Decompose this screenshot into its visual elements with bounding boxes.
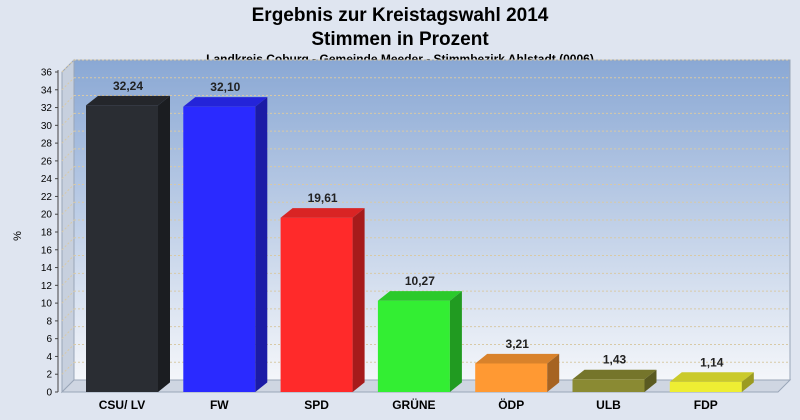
grid-line-side — [61, 290, 75, 304]
y-tick-label: 0 — [46, 388, 52, 399]
bar-6 — [669, 372, 754, 392]
value-label: 32,10 — [210, 80, 240, 94]
grid-line-side — [61, 59, 75, 73]
value-label: 3,21 — [506, 337, 530, 351]
y-tick-label: 26 — [41, 156, 53, 167]
grid-line-side — [61, 95, 75, 108]
bar-front — [475, 363, 548, 392]
grid-line-side — [61, 326, 75, 340]
y-tick-label: 28 — [41, 139, 53, 150]
y-tick-label: 22 — [41, 192, 53, 203]
grid-line-side — [61, 237, 75, 251]
bar-side — [352, 208, 365, 392]
chart-title-line1: Ergebnis zur Kreistagswahl 2014 — [251, 5, 549, 26]
y-tick-label: 2 — [46, 370, 52, 381]
bar-top — [475, 353, 560, 364]
bar-front — [669, 381, 742, 392]
value-label: 19,61 — [308, 191, 338, 205]
bar-side — [644, 369, 657, 392]
y-tick-label: 12 — [41, 281, 53, 292]
y-tick-label: 18 — [41, 228, 53, 239]
value-label: 1,43 — [603, 353, 627, 367]
bar-top — [280, 208, 365, 218]
bar-side — [158, 95, 170, 393]
bar-front — [183, 106, 256, 393]
bar-3 — [377, 291, 462, 392]
category-label: GRÜNE — [392, 397, 435, 412]
value-labels: 32,24 32,10 19,61 10,27 3,21 1,43 1,14 — [113, 79, 724, 369]
grid-line-side — [61, 201, 75, 215]
grid-line-side — [61, 112, 75, 126]
grid-line-side — [61, 184, 75, 197]
value-label: 10,27 — [405, 274, 435, 288]
category-label: CSU/ LV — [99, 398, 145, 412]
y-tick-label: 34 — [41, 85, 53, 96]
y-tick-label: 10 — [41, 299, 53, 310]
y-tick-label: 32 — [41, 103, 53, 114]
bar-2 — [280, 208, 365, 392]
grid-line-side — [61, 255, 75, 268]
bar-side — [255, 97, 268, 393]
y-axis-label: % — [12, 231, 24, 241]
grid-line-side — [61, 344, 75, 357]
bar-5 — [572, 369, 657, 392]
grid-line-side — [61, 361, 75, 375]
bar-front — [280, 217, 353, 392]
grid-line-side — [61, 166, 75, 180]
grid-line-side — [61, 130, 75, 144]
grid-line-side — [61, 308, 75, 322]
grid-line-side — [61, 148, 75, 162]
chart-title-line2: Stimmen in Prozent — [311, 29, 489, 50]
bar-1 — [183, 97, 268, 393]
bar-front — [572, 379, 645, 392]
y-tick-label: 20 — [41, 210, 53, 221]
y-tick-label: 8 — [46, 316, 52, 327]
value-label: 1,14 — [700, 355, 724, 369]
bar-0 — [86, 95, 170, 393]
bar-side — [449, 291, 462, 392]
bar-top — [669, 372, 754, 382]
y-tick-label: 16 — [41, 245, 53, 256]
bar-front — [86, 105, 158, 392]
y-tick-label: 14 — [41, 263, 53, 274]
grid-line-side — [61, 272, 75, 286]
bar-4 — [475, 353, 560, 392]
bar-top — [86, 95, 170, 106]
grid-line-side — [61, 219, 75, 233]
category-label: FDP — [694, 398, 718, 412]
bar-side — [547, 353, 560, 392]
category-labels: CSU/ LV FW SPD GRÜNE ÖDP ULB FDP — [99, 397, 718, 412]
y-tick-label: 24 — [41, 174, 53, 185]
y-tick-label: 36 — [41, 68, 53, 79]
category-label: FW — [210, 398, 229, 412]
category-label: ULB — [596, 398, 621, 412]
y-tick-label: 30 — [41, 121, 53, 132]
bar-top — [377, 291, 462, 301]
y-tick-label: 4 — [46, 352, 52, 363]
grid-line-side — [61, 77, 75, 91]
category-label: ÖDP — [498, 397, 524, 412]
bars — [86, 95, 754, 393]
bar-front — [377, 300, 450, 392]
y-tick-label: 6 — [46, 334, 52, 345]
bar-top — [183, 97, 268, 107]
value-label: 32,24 — [113, 79, 143, 93]
chart-title: Ergebnis zur Kreistagswahl 2014 Stimmen … — [0, 4, 800, 52]
bar-top — [572, 369, 657, 380]
bar-side — [741, 372, 754, 392]
category-label: SPD — [304, 398, 329, 412]
